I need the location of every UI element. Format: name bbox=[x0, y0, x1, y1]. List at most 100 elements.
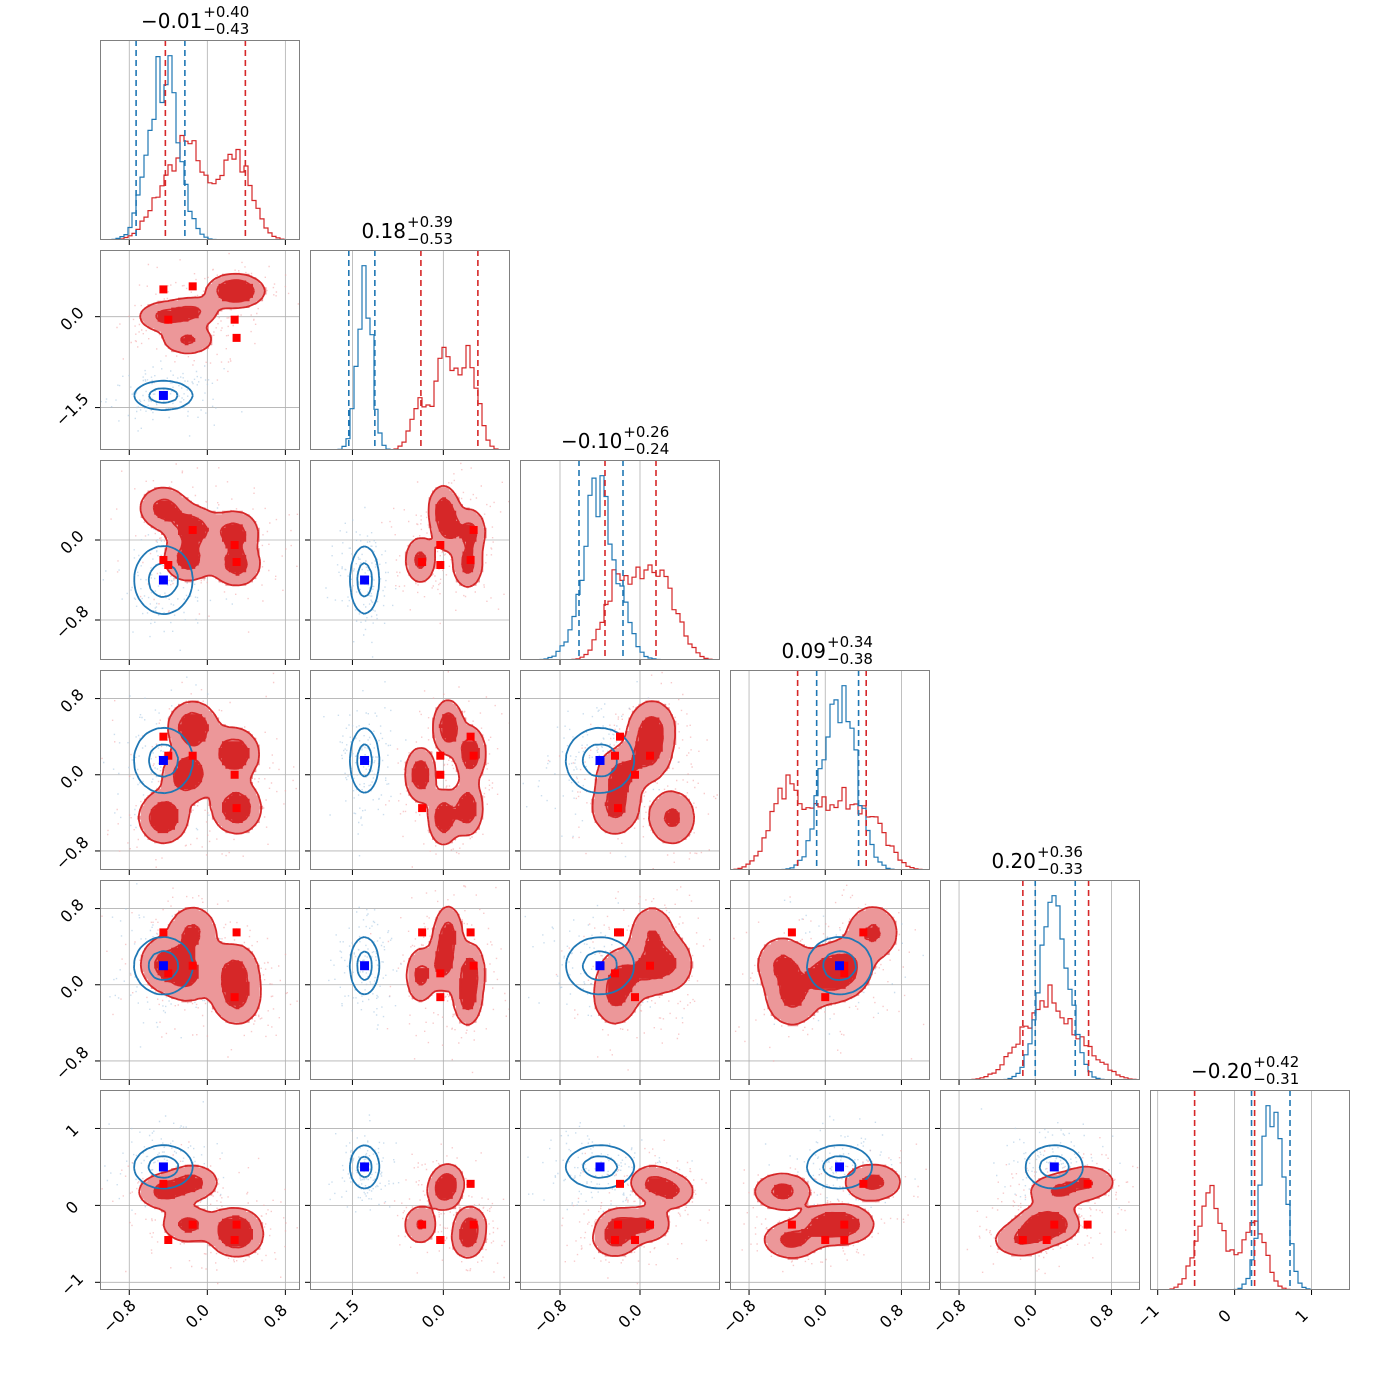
panel-frame bbox=[1150, 1090, 1350, 1290]
y-tick-label: 0 bbox=[62, 1197, 83, 1218]
y-tick-label: 0.8 bbox=[56, 895, 87, 926]
panel-frame bbox=[730, 670, 930, 870]
scatter-samples-a bbox=[101, 887, 300, 1058]
scatter-panel-4-2 bbox=[515, 880, 720, 1085]
truth-marker-a bbox=[469, 526, 478, 534]
panel-frame bbox=[310, 460, 510, 660]
density-fill-inner-a bbox=[608, 930, 677, 1006]
histogram-series-b bbox=[730, 685, 930, 870]
truth-marker-a bbox=[436, 770, 445, 779]
y-tick-label: 0.8 bbox=[56, 685, 87, 716]
histogram-panel-4 bbox=[940, 880, 1140, 1085]
panel-frame bbox=[940, 1090, 1140, 1290]
density-fill-inner-a bbox=[415, 497, 477, 573]
truth-marker-a bbox=[611, 751, 619, 760]
diagonal-title-2: −0.10 +0.26−0.24 bbox=[561, 423, 669, 458]
truth-marker-b bbox=[835, 1162, 845, 1172]
truth-marker-a bbox=[436, 1236, 445, 1244]
histogram-series-b bbox=[1150, 1105, 1350, 1290]
truth-marker-a bbox=[616, 1179, 624, 1188]
truth-marker-a bbox=[232, 804, 241, 813]
truth-marker-a bbox=[787, 1220, 796, 1229]
histogram-panel-2 bbox=[520, 460, 720, 665]
panel-frame bbox=[520, 670, 720, 870]
contour-outer-b bbox=[349, 545, 381, 615]
scatter-samples-b bbox=[323, 681, 407, 857]
contour-outer-b bbox=[133, 545, 194, 615]
x-tick-label: 0.0 bbox=[614, 1300, 645, 1331]
contour-outer-a bbox=[404, 484, 487, 588]
panel-plot-area bbox=[100, 670, 300, 870]
scatter-samples-a bbox=[377, 671, 510, 868]
truth-marker-a bbox=[614, 1220, 622, 1229]
truth-marker-a bbox=[188, 282, 197, 291]
truth-marker-a bbox=[436, 561, 445, 569]
truth-marker-a bbox=[466, 732, 475, 741]
title-median: 0.18 bbox=[361, 219, 406, 243]
density-fill-outer-a bbox=[591, 700, 694, 844]
x-tick-label: 0.0 bbox=[800, 1300, 831, 1331]
truth-marker-a bbox=[1018, 1236, 1027, 1244]
truth-marker-a bbox=[631, 770, 639, 779]
x-tick-label: 0 bbox=[1214, 1306, 1235, 1327]
contour-inner-a bbox=[154, 924, 250, 1009]
contour-outer-b bbox=[564, 1144, 636, 1190]
truth-marker-a bbox=[787, 928, 796, 937]
panel-plot-area bbox=[310, 460, 510, 660]
contour-outer-a bbox=[404, 1163, 488, 1259]
contour-inner-b bbox=[147, 950, 180, 981]
density-fill-inner-a bbox=[154, 1174, 253, 1247]
histogram-series-a bbox=[940, 984, 1140, 1080]
title-plus-error: +0.34 bbox=[827, 633, 873, 651]
contour-outer-a bbox=[137, 700, 262, 845]
panel-plot-area bbox=[100, 880, 300, 1080]
y-tick-label: 0.0 bbox=[56, 971, 87, 1002]
x-tick-label: 0.0 bbox=[418, 1300, 449, 1331]
x-tick-label: 0.0 bbox=[1010, 1300, 1041, 1331]
panel-plot-area bbox=[940, 880, 1140, 1080]
truth-marker-a bbox=[1083, 1220, 1092, 1229]
panel-frame bbox=[940, 880, 1140, 1080]
scatter-panel-4-3 bbox=[725, 880, 930, 1085]
truth-marker-a bbox=[232, 928, 241, 937]
density-fill-inner-a bbox=[1014, 1178, 1093, 1243]
truth-marker-a bbox=[466, 1179, 475, 1188]
truth-marker-a bbox=[159, 732, 168, 741]
x-tick-label: −1.5 bbox=[322, 1296, 363, 1337]
x-tick-label: 0.8 bbox=[1086, 1300, 1117, 1331]
truth-marker-a bbox=[646, 751, 654, 760]
contour-outer-b bbox=[133, 726, 194, 795]
density-fill-inner-a bbox=[157, 280, 253, 346]
truth-marker-a bbox=[859, 928, 868, 937]
contour-outer-b bbox=[133, 379, 194, 411]
histogram-series-a bbox=[730, 774, 930, 870]
contour-inner-a bbox=[1013, 1177, 1092, 1245]
contour-outer-b bbox=[349, 1144, 381, 1190]
scatter-panel-5-3 bbox=[725, 1090, 930, 1295]
truth-marker-b bbox=[360, 575, 370, 585]
truth-marker-a bbox=[614, 928, 622, 937]
truth-marker-a bbox=[631, 1236, 639, 1244]
panel-plot-area bbox=[310, 1090, 510, 1290]
truth-marker-b bbox=[158, 755, 168, 765]
title-plus-error: +0.40 bbox=[203, 3, 249, 21]
histogram-panel-1 bbox=[310, 250, 510, 455]
contour-outer-a bbox=[592, 1165, 694, 1257]
x-tick-label: −0.8 bbox=[929, 1296, 970, 1337]
truth-marker-a bbox=[840, 961, 849, 970]
truth-marker-b bbox=[595, 1162, 605, 1172]
contour-outer-a bbox=[754, 1163, 901, 1259]
panel-plot-area bbox=[310, 880, 510, 1080]
contour-inner-a bbox=[148, 711, 252, 833]
truth-marker-a bbox=[1042, 1236, 1051, 1244]
truth-marker-b bbox=[158, 1162, 168, 1172]
panel-plot-area bbox=[730, 1090, 930, 1290]
histogram-series-a bbox=[100, 134, 300, 240]
y-tick-label: −1.5 bbox=[52, 389, 93, 430]
y-tick-label: −0.8 bbox=[52, 833, 93, 874]
contour-inner-b bbox=[1038, 1155, 1070, 1179]
panel-frame bbox=[520, 460, 720, 660]
contour-outer-a bbox=[405, 905, 486, 1026]
density-fill-outer-a bbox=[408, 907, 487, 1027]
